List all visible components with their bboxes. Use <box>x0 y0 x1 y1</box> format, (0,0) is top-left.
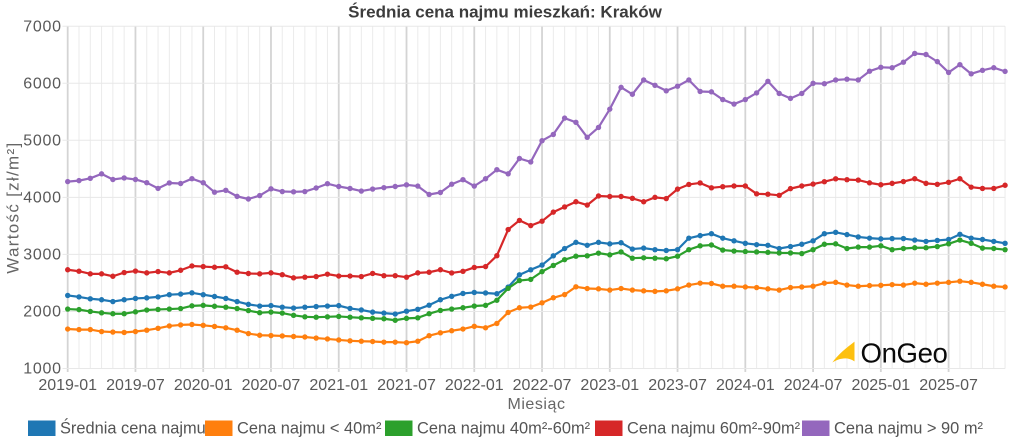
svg-text:2020-07: 2020-07 <box>242 377 301 394</box>
svg-text:7000: 7000 <box>23 18 62 35</box>
svg-text:2022-01: 2022-01 <box>445 377 504 394</box>
svg-text:1000: 1000 <box>23 361 62 378</box>
svg-text:Miesiąc: Miesiąc <box>507 396 565 413</box>
svg-text:2021-07: 2021-07 <box>377 377 436 394</box>
svg-text:2019-07: 2019-07 <box>106 377 165 394</box>
svg-text:Cena najmu > 90 m²: Cena najmu > 90 m² <box>834 420 983 438</box>
svg-text:OnGeo: OnGeo <box>861 337 948 368</box>
svg-text:Cena najmu 40m²-60m²: Cena najmu 40m²-60m² <box>417 420 591 438</box>
svg-text:2019-01: 2019-01 <box>38 377 97 394</box>
svg-text:2024-01: 2024-01 <box>716 377 775 394</box>
svg-text:Cena najmu 60m²-90m²: Cena najmu 60m²-90m² <box>627 420 801 438</box>
svg-text:Cena najmu < 40m²: Cena najmu < 40m² <box>237 420 382 438</box>
svg-text:Średnia cena najmu mieszkań: K: Średnia cena najmu mieszkań: Kraków <box>348 3 662 22</box>
svg-text:2023-01: 2023-01 <box>580 377 639 394</box>
svg-text:5000: 5000 <box>23 133 62 150</box>
svg-text:Wartość [zł/m²]: Wartość [zł/m²] <box>4 141 23 273</box>
svg-text:2020-01: 2020-01 <box>174 377 233 394</box>
svg-text:3000: 3000 <box>23 247 62 264</box>
svg-text:2023-07: 2023-07 <box>648 377 707 394</box>
svg-text:2025-07: 2025-07 <box>919 377 978 394</box>
svg-text:Średnia cena najmu: Średnia cena najmu <box>60 419 206 438</box>
svg-text:2022-07: 2022-07 <box>513 377 572 394</box>
svg-text:6000: 6000 <box>23 75 62 92</box>
svg-text:2025-01: 2025-01 <box>851 377 910 394</box>
svg-text:2021-01: 2021-01 <box>309 377 368 394</box>
svg-text:2024-07: 2024-07 <box>784 377 843 394</box>
svg-text:4000: 4000 <box>23 190 62 207</box>
svg-text:2000: 2000 <box>23 304 62 321</box>
